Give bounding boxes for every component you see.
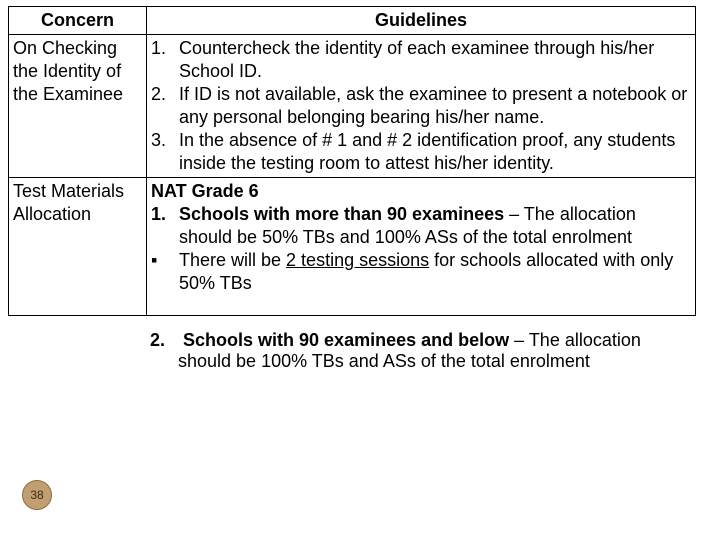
- item-number: 2.: [150, 330, 178, 351]
- footer-left-spacer: [8, 330, 146, 372]
- numbered-list: 2. Schools with 90 examinees and below –…: [150, 330, 696, 372]
- item-text: If ID is not available, ask the examinee…: [179, 83, 691, 129]
- slide-container: Concern Guidelines On Checking the Ident…: [0, 0, 720, 540]
- list-item: 3. In the absence of # 1 and # 2 identif…: [151, 129, 691, 175]
- square-bullet-icon: ▪: [151, 249, 179, 272]
- table-row: On Checking the Identity of the Examinee…: [9, 35, 696, 178]
- guidelines-identity: 1. Countercheck the identity of each exa…: [147, 35, 696, 178]
- numbered-list: 1. Countercheck the identity of each exa…: [151, 37, 691, 175]
- concern-line: Test Materials: [13, 181, 124, 201]
- concern-line: the Identity of: [13, 61, 121, 81]
- spacer: [151, 295, 691, 313]
- item-number: 2.: [151, 83, 179, 106]
- bullet-list: ▪ There will be 2 testing sessions for s…: [151, 249, 691, 295]
- list-item: 2. Schools with 90 examinees and below –…: [150, 330, 696, 372]
- item-number: 1.: [151, 37, 179, 60]
- concern-materials: Test Materials Allocation: [9, 178, 147, 316]
- item-text: Schools with 90 examinees and below – Th…: [178, 330, 696, 372]
- table-header-row: Concern Guidelines: [9, 7, 696, 35]
- header-concern: Concern: [9, 7, 147, 35]
- item-text: In the absence of # 1 and # 2 identifica…: [179, 129, 691, 175]
- concern-line: Allocation: [13, 204, 91, 224]
- concern-line: the Examinee: [13, 84, 123, 104]
- guidelines-materials: NAT Grade 6 1. Schools with more than 90…: [147, 178, 696, 316]
- header-guidelines: Guidelines: [147, 7, 696, 35]
- bold-span: Schools with 90 examinees and below: [183, 330, 509, 350]
- table-row: Test Materials Allocation NAT Grade 6 1.…: [9, 178, 696, 316]
- list-item: 1. Schools with more than 90 examinees –…: [151, 203, 691, 249]
- bold-span: Schools with more than 90 examinees: [179, 204, 504, 224]
- page-number: 38: [30, 488, 43, 502]
- item-text: Countercheck the identity of each examin…: [179, 37, 691, 83]
- footer-right: 2. Schools with 90 examinees and below –…: [146, 330, 696, 372]
- item-number: 3.: [151, 129, 179, 152]
- list-item: 1. Countercheck the identity of each exa…: [151, 37, 691, 83]
- lead-heading: NAT Grade 6: [151, 180, 691, 203]
- guidelines-table: Concern Guidelines On Checking the Ident…: [8, 6, 696, 316]
- list-item: 2. If ID is not available, ask the exami…: [151, 83, 691, 129]
- footer-block: 2. Schools with 90 examinees and below –…: [8, 330, 696, 372]
- underline-span: 2 testing sessions: [286, 250, 429, 270]
- concern-identity: On Checking the Identity of the Examinee: [9, 35, 147, 178]
- item-text: There will be 2 testing sessions for sch…: [179, 249, 691, 295]
- concern-line: On Checking: [13, 38, 117, 58]
- list-item: ▪ There will be 2 testing sessions for s…: [151, 249, 691, 295]
- item-number: 1.: [151, 203, 179, 226]
- pre-span: There will be: [179, 250, 286, 270]
- numbered-list: 1. Schools with more than 90 examinees –…: [151, 203, 691, 249]
- page-number-badge: 38: [22, 480, 52, 510]
- item-text: Schools with more than 90 examinees – Th…: [179, 203, 691, 249]
